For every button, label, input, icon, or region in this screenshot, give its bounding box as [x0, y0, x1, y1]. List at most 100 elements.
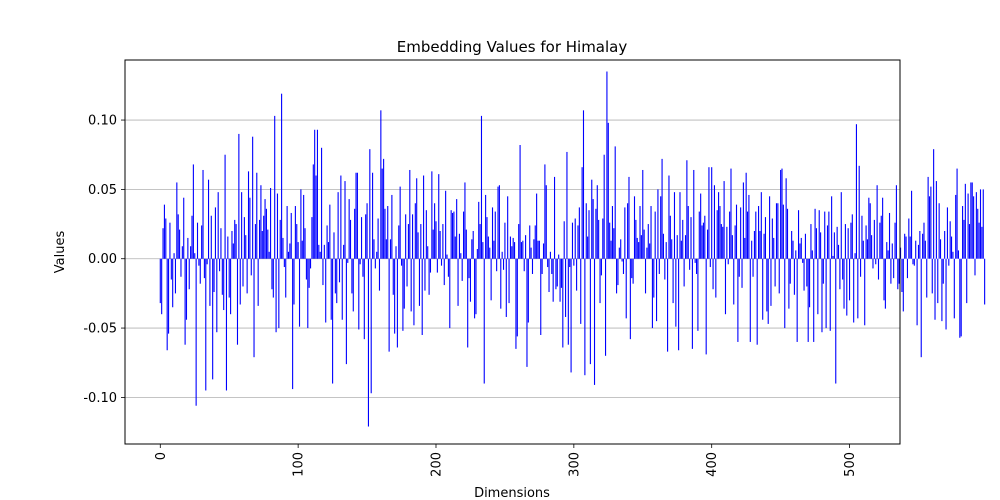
bar	[624, 207, 626, 259]
bar	[322, 258, 324, 286]
bar	[217, 192, 219, 259]
bar	[931, 258, 933, 294]
bar	[684, 235, 687, 259]
bar	[613, 228, 615, 259]
bar	[979, 189, 982, 259]
bar	[380, 110, 382, 259]
bar	[574, 218, 576, 259]
bar	[406, 258, 408, 287]
bar	[391, 194, 393, 259]
bar	[505, 258, 507, 317]
bar	[486, 217, 488, 259]
bar	[450, 210, 452, 259]
bar	[955, 194, 957, 259]
bar	[698, 211, 700, 259]
bar	[294, 206, 296, 259]
bar	[959, 258, 961, 338]
bar	[213, 258, 215, 293]
bar	[311, 217, 313, 259]
bar	[680, 240, 682, 259]
bar	[173, 253, 175, 259]
bar	[372, 172, 374, 259]
bar	[185, 258, 188, 320]
bar	[616, 258, 618, 294]
bar	[933, 149, 935, 259]
bar	[438, 174, 440, 259]
bar	[512, 237, 514, 259]
bar	[847, 228, 849, 259]
bar	[201, 225, 203, 259]
bar	[443, 258, 445, 286]
bar	[981, 226, 983, 259]
bar	[893, 258, 895, 279]
bar	[312, 164, 314, 259]
bar	[580, 258, 582, 324]
bar	[534, 225, 536, 259]
bar	[658, 258, 660, 274]
bar	[453, 211, 455, 259]
bar	[465, 229, 467, 259]
bar	[209, 258, 211, 306]
y-tick-label: 0.05	[88, 183, 117, 198]
bar	[300, 189, 302, 259]
bar	[247, 171, 250, 259]
bar	[888, 212, 891, 259]
bar	[491, 207, 494, 259]
bar	[526, 258, 528, 367]
bar	[960, 258, 962, 337]
bar	[398, 225, 400, 259]
bar	[338, 258, 341, 283]
bar	[851, 214, 853, 259]
bar	[531, 258, 534, 274]
bar	[737, 258, 739, 342]
bar	[230, 258, 232, 315]
bar	[611, 206, 613, 259]
bar	[662, 233, 664, 259]
bar	[869, 203, 871, 259]
bar	[281, 93, 283, 259]
bar	[620, 239, 622, 259]
bar	[315, 175, 317, 259]
bar	[855, 124, 857, 259]
bar	[917, 244, 920, 259]
bar	[472, 230, 474, 259]
bar	[817, 258, 819, 315]
bar	[811, 250, 813, 259]
bar	[183, 197, 185, 259]
bar	[377, 218, 379, 259]
bar	[848, 258, 851, 301]
bar	[857, 258, 859, 319]
bar	[724, 258, 727, 315]
bar	[948, 258, 950, 266]
bar	[599, 258, 601, 304]
bar	[891, 243, 893, 259]
bar	[504, 222, 506, 259]
bar	[877, 258, 880, 280]
bar	[815, 228, 818, 259]
bar	[480, 115, 483, 259]
bar	[238, 133, 240, 259]
bar	[258, 219, 261, 259]
bar	[199, 258, 201, 284]
bar	[603, 154, 605, 259]
bar	[394, 258, 396, 334]
bar	[592, 199, 594, 259]
bar	[351, 258, 353, 294]
bar	[378, 258, 381, 291]
bar	[818, 210, 820, 259]
bar	[665, 242, 667, 259]
bar	[627, 203, 629, 259]
bar	[791, 230, 793, 259]
bar	[631, 258, 633, 279]
bar	[984, 258, 986, 305]
bar	[795, 250, 797, 259]
bar	[216, 258, 218, 333]
bar	[349, 219, 352, 259]
bar	[902, 258, 904, 312]
x-tick-label: 500	[843, 452, 858, 477]
bar	[196, 222, 199, 259]
bar	[369, 149, 371, 259]
bar	[963, 219, 965, 259]
bar	[432, 229, 434, 259]
